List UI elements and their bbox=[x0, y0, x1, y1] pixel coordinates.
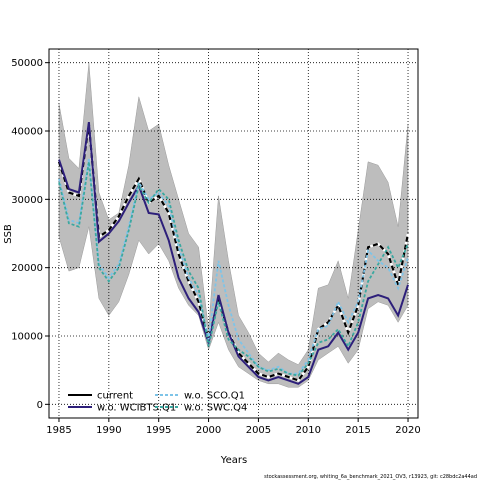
series-line-1 bbox=[58, 121, 409, 385]
legend-item: w.o. SWC.Q4 bbox=[155, 403, 247, 414]
x-tick-label: 2020 bbox=[395, 425, 420, 436]
y-tick-label: 10000 bbox=[11, 332, 43, 343]
legend-item: w.o. WCIBTS.Q1 bbox=[68, 403, 176, 414]
y-axis: 0 10000 20000 30000 40000 50000 bbox=[11, 58, 49, 411]
series-group bbox=[58, 121, 409, 385]
y-tick-label: 50000 bbox=[11, 58, 43, 69]
legend-item: current bbox=[68, 391, 133, 402]
y-tick-label: 30000 bbox=[11, 195, 43, 206]
y-tick-label: 0 bbox=[37, 400, 43, 411]
series-layer bbox=[57, 121, 410, 385]
series-group bbox=[58, 158, 409, 375]
legend-item: w.o. SCO.Q1 bbox=[155, 391, 245, 402]
x-tick-label: 2010 bbox=[296, 425, 321, 436]
x-tick-label: 2015 bbox=[345, 425, 370, 436]
legend-label: current bbox=[97, 391, 133, 402]
footer-text: stockassessment.org, whiting_6a_benchmar… bbox=[264, 474, 477, 480]
legend-label: w.o. SWC.Q4 bbox=[184, 403, 247, 414]
y-axis-title: SSB bbox=[3, 224, 14, 244]
legend-label: w.o. SCO.Q1 bbox=[184, 391, 245, 402]
y-tick-label: 20000 bbox=[11, 263, 43, 274]
series-group bbox=[58, 161, 409, 377]
x-tick-label: 1985 bbox=[46, 425, 71, 436]
y-tick-label: 40000 bbox=[11, 127, 43, 138]
x-axis: 1985 1990 1995 2000 2005 2010 2015 2020 bbox=[46, 418, 421, 436]
x-tick-label: 1995 bbox=[146, 425, 171, 436]
plot-frame bbox=[48, 48, 419, 419]
x-tick-label: 2005 bbox=[246, 425, 271, 436]
series-line-3 bbox=[58, 161, 409, 377]
x-tick-label: 2000 bbox=[196, 425, 221, 436]
series-line-2 bbox=[58, 158, 409, 375]
x-tick-label: 1990 bbox=[96, 425, 121, 436]
x-axis-title: Years bbox=[220, 455, 247, 466]
legend-label: w.o. WCIBTS.Q1 bbox=[97, 403, 176, 414]
